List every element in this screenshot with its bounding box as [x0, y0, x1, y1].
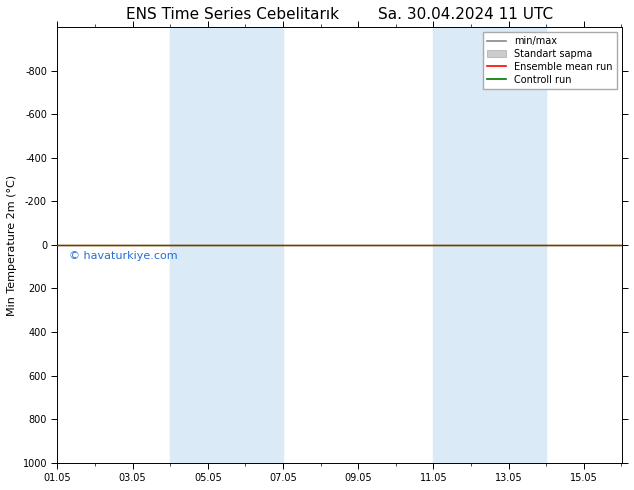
Bar — [171, 27, 208, 463]
Y-axis label: Min Temperature 2m (°C): Min Temperature 2m (°C) — [7, 174, 17, 316]
Bar — [490, 27, 547, 463]
Title: ENS Time Series Cebelitarık        Sa. 30.04.2024 11 UTC: ENS Time Series Cebelitarık Sa. 30.04.20… — [126, 7, 553, 22]
Legend: min/max, Standart sapma, Ensemble mean run, Controll run: min/max, Standart sapma, Ensemble mean r… — [483, 32, 617, 89]
Text: © havaturkiye.com: © havaturkiye.com — [68, 251, 178, 262]
Bar — [434, 27, 490, 463]
Bar — [208, 27, 283, 463]
